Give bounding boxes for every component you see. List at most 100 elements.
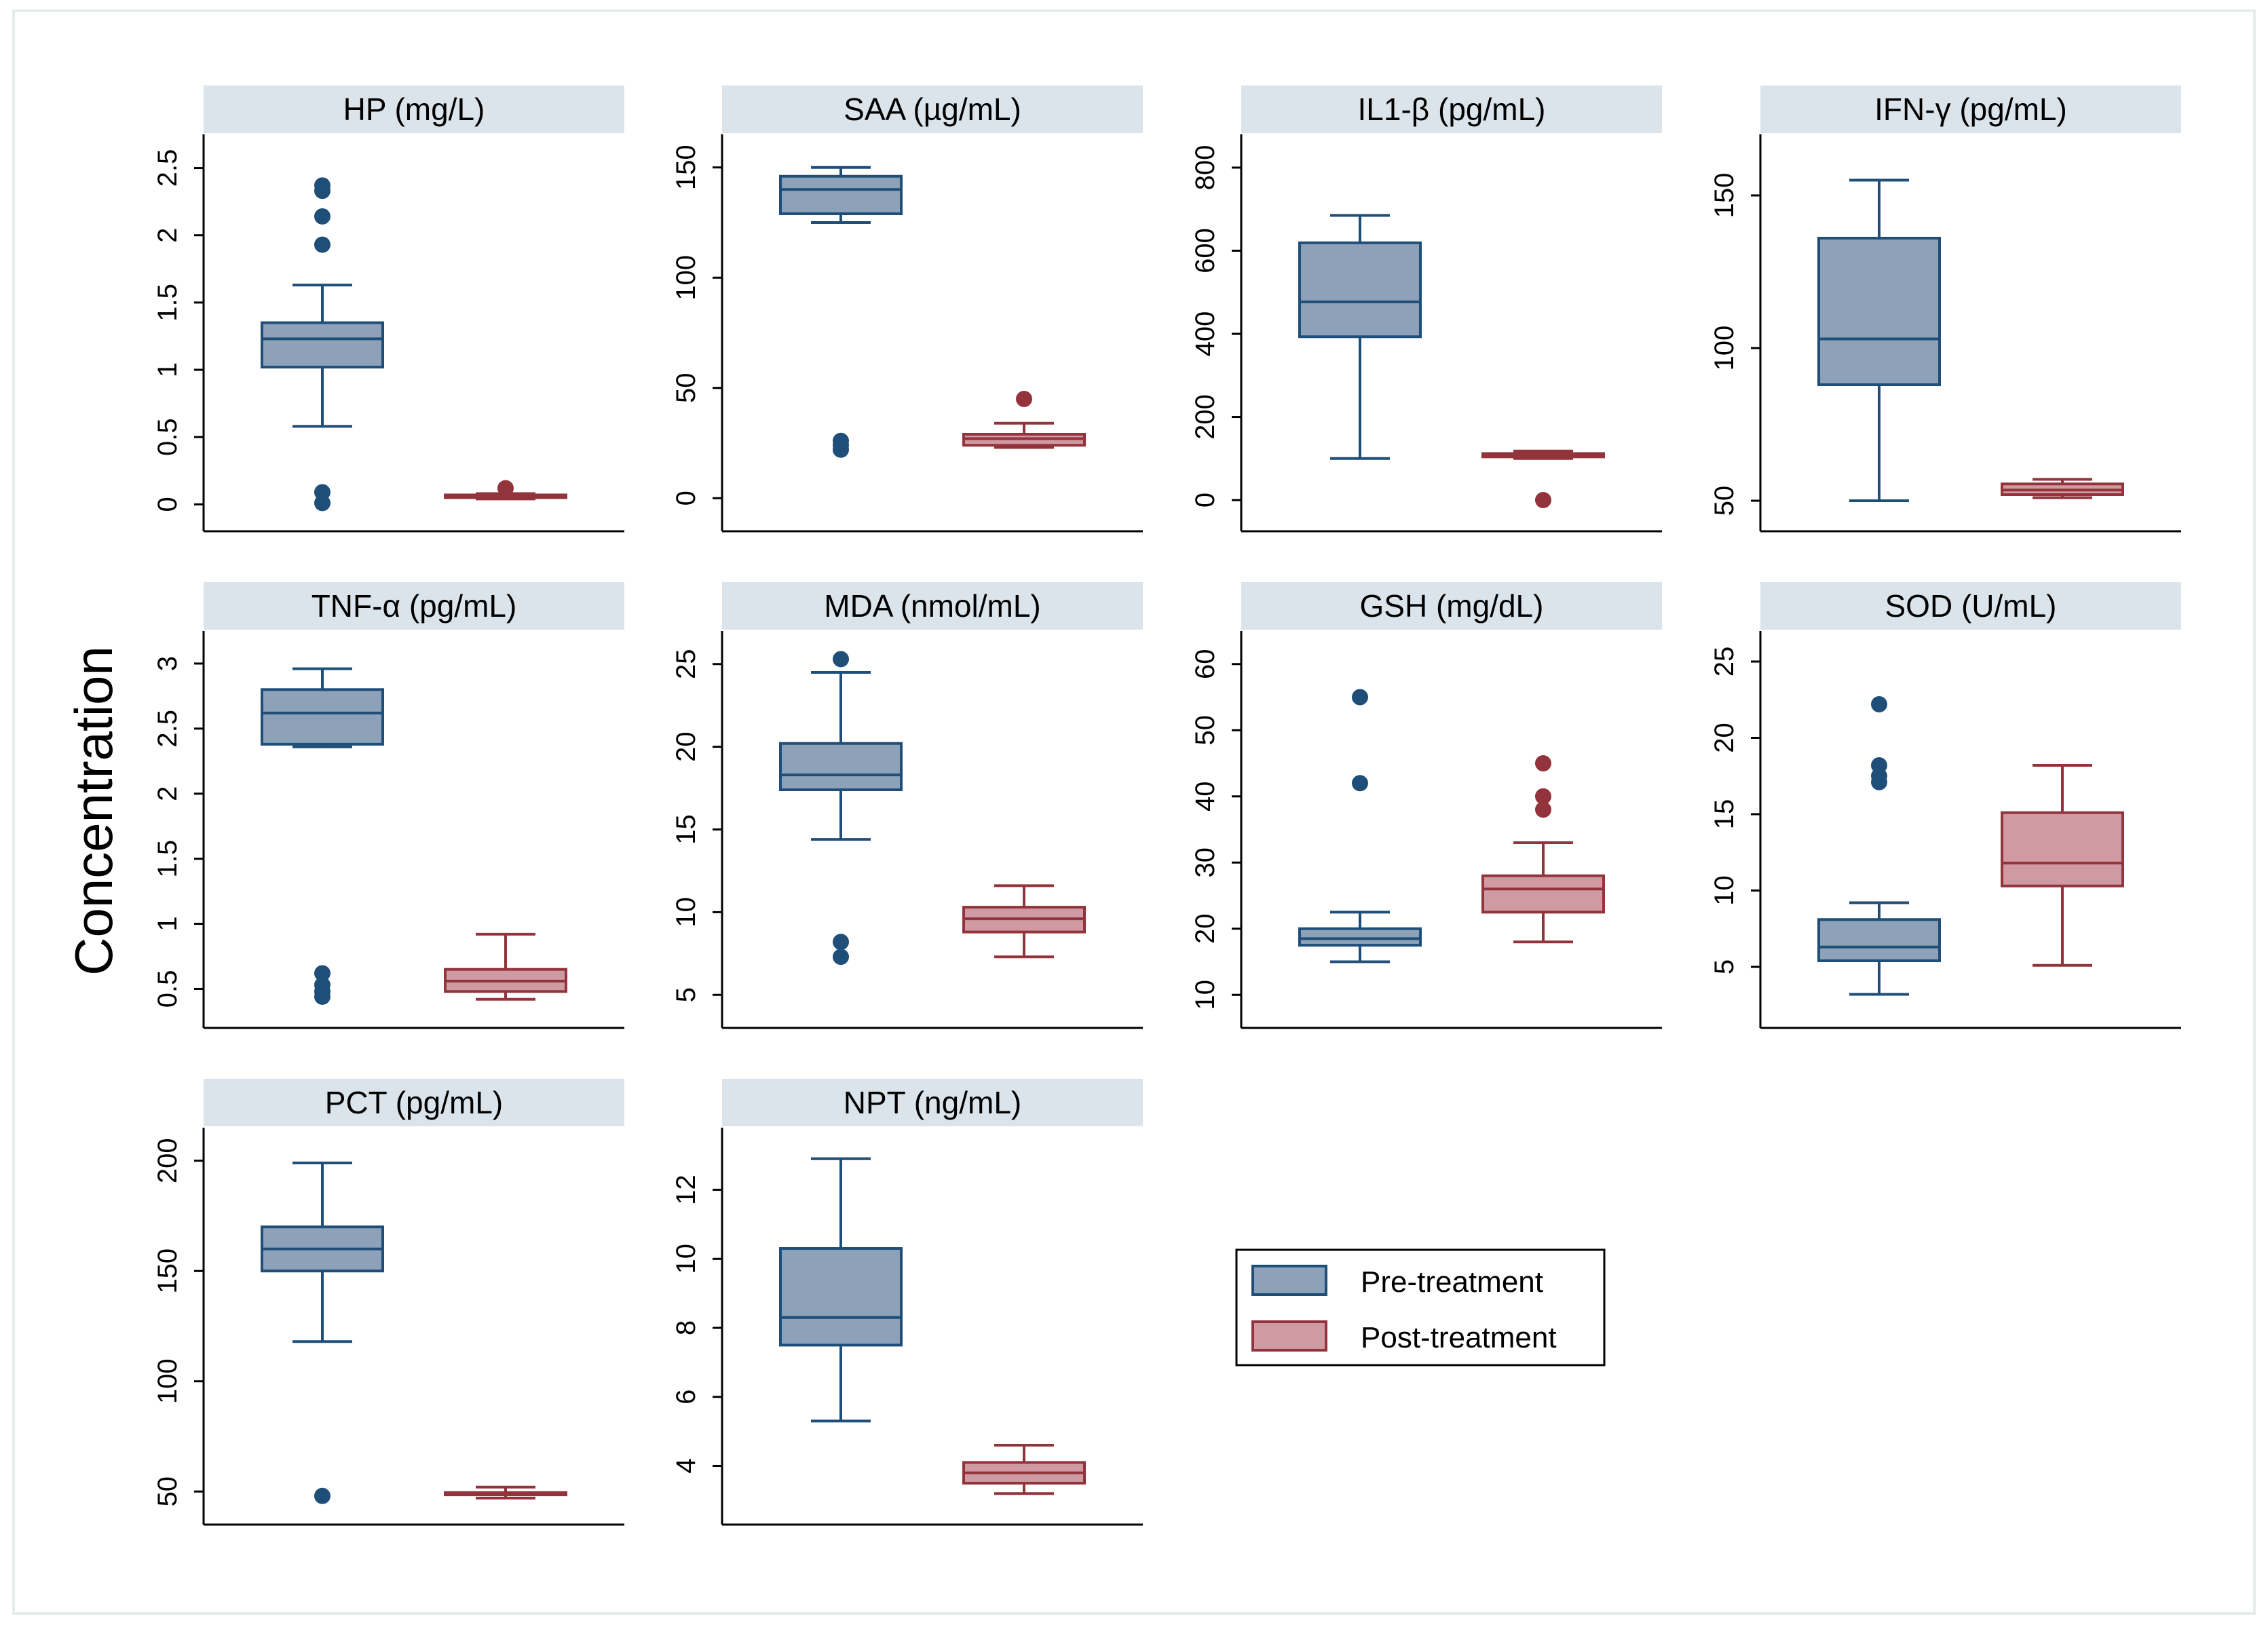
y-tick-label: 5 [1709,959,1739,974]
box-pre-treatment [261,667,384,1005]
y-tick-label: 60 [1190,649,1220,680]
panel-pct-pg-ml: PCT (pg/mL) 50 100 150 200 [153,1079,624,1526]
box-post-treatment [2001,478,2124,499]
outlier-point [1535,801,1551,818]
box-pre-treatment [779,651,903,966]
box-post-treatment [1481,449,1605,509]
outlier-point [1535,788,1551,805]
y-tick-label: 800 [1190,145,1220,191]
iqr-box [261,688,384,746]
outlier-point [833,441,849,458]
y-tick-label: 2 [153,786,183,801]
y-tick-label: 25 [1709,647,1739,677]
iqr-box [1298,241,1422,339]
legend-label-pre: Pre-treatment [1361,1265,1543,1299]
y-tick-label: 10 [1709,875,1739,906]
y-tick-label: 100 [1709,326,1739,371]
panel-strip [722,85,1143,133]
panel-title: IFN-γ (pg/mL) [1874,92,2067,127]
panel-hp-mg-l: HP (mg/L) 0 0.5 1 1.5 2 2.5 [153,85,624,533]
y-tick-label: 50 [671,373,701,404]
panel-tnf-pg-ml: TNF-α (pg/mL) 0.5 1 1.5 2 2.5 3 [153,582,624,1029]
box-pre-treatment [1298,689,1422,963]
panel-gsh-mg-dl: GSH (mg/dL) 10 20 30 40 50 60 [1190,582,1662,1029]
outlier-point [1535,755,1551,771]
box-post-treatment [962,391,1086,449]
y-tick-label: 150 [153,1248,183,1294]
y-tick-label: 0 [671,491,701,505]
panel-title: MDA (nmol/mL) [824,588,1040,624]
panel-npt-ng-ml: NPT (ng/mL) 4 6 8 10 12 [671,1079,1143,1526]
legend-label-post: Post-treatment [1361,1321,1557,1354]
y-tick-label: 20 [671,731,701,762]
panel-title: SAA (µg/mL) [844,92,1021,127]
iqr-box [779,742,903,791]
panel-strip [1760,85,2181,133]
iqr-box [779,174,903,215]
outlier-point [314,183,330,199]
panel-title: IL1-β (pg/mL) [1358,92,1546,127]
box-post-treatment [962,1444,1086,1495]
panel-strip [1241,582,1662,630]
y-tick-label: 0 [153,497,183,512]
panel-strip [1241,85,1662,133]
outlier-point [1016,391,1032,407]
box-pre-treatment [779,166,903,458]
y-tick-label: 100 [153,1358,183,1404]
iqr-box [1817,918,1941,962]
panel-title: SOD (U/mL) [1885,588,2057,624]
panel-strip [204,85,624,133]
y-tick-label: 10 [1190,980,1220,1010]
y-tick-label: 25 [671,649,701,680]
box-post-treatment [1481,755,1605,944]
iqr-box [1298,927,1422,947]
y-tick-label: 20 [1190,914,1220,944]
panel-strip [204,1079,624,1126]
panel-il1-pg-ml: IL1-β (pg/mL) 0 200 400 600 800 [1190,85,1662,533]
y-tick-label: 4 [671,1458,701,1473]
legend-swatch-post [1251,1320,1327,1352]
panel-title: GSH (mg/dL) [1360,588,1544,624]
y-tick-label: 50 [1190,715,1220,746]
legend-swatch-pre [1251,1265,1327,1296]
iqr-box [1817,237,1941,386]
outlier-point [1352,689,1368,706]
outlier-point [833,949,849,966]
y-tick-label: 5 [671,987,701,1002]
outlier-point [833,651,849,668]
box-pre-treatment [1817,178,1941,502]
y-tick-label: 200 [1190,394,1220,440]
outlier-point [314,208,330,225]
box-post-treatment [444,932,567,1001]
y-tick-label: 600 [1190,228,1220,273]
y-tick-label: 12 [671,1174,701,1205]
panel-title: NPT (ng/mL) [844,1085,1021,1120]
y-tick-label: 8 [671,1320,701,1335]
y-tick-label: 30 [1190,847,1220,878]
y-tick-label: 40 [1190,782,1220,812]
y-tick-label: 15 [1709,799,1739,830]
figure-border [12,9,2256,1615]
y-tick-label: 100 [671,255,701,301]
outlier-point [833,934,849,951]
y-tick-label: 3 [153,656,183,671]
box-pre-treatment [261,177,384,512]
y-tick-label: 2.5 [153,149,183,187]
y-tick-label: 20 [1709,723,1739,753]
box-pre-treatment [779,1157,903,1423]
iqr-box [779,1247,903,1347]
box-pre-treatment [1298,214,1422,460]
y-tick-label: 50 [153,1476,183,1507]
y-tick-label: 1 [153,362,183,377]
panel-strip [722,1079,1143,1126]
panel-strip [1760,582,2181,630]
iqr-box [261,321,384,369]
outlier-point [1871,696,1887,712]
box-post-treatment [444,480,567,501]
panel-ifn-pg-ml: IFN-γ (pg/mL) 50 100 150 [1709,85,2181,533]
outlier-point [314,495,330,512]
y-tick-label: 0 [1190,493,1220,508]
y-tick-label: 10 [671,1244,701,1274]
outlier-point [314,965,330,982]
